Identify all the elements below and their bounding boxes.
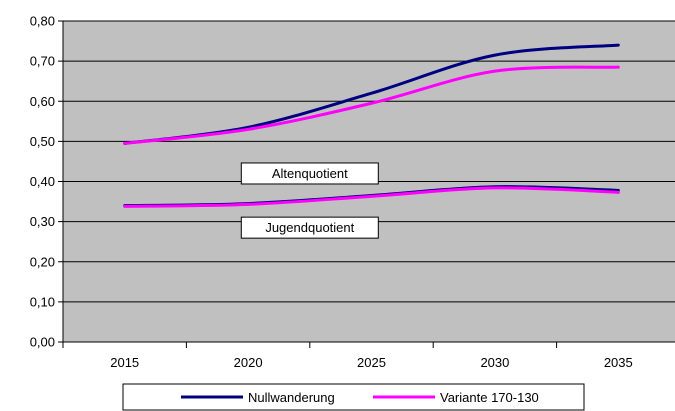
y-tick-label: 0,00	[30, 335, 55, 350]
series-line-jugendquotient-variante-170-130	[123, 186, 620, 208]
x-tick-label: 2015	[110, 355, 139, 370]
y-axis: 0,00 0,10 0,20 0,30 0,40 0,50 0,60 0,70 0,80	[30, 14, 64, 350]
y-tick-label: 0,70	[30, 54, 55, 69]
x-tick-label: 2035	[604, 355, 633, 370]
y-tick-label: 0,20	[30, 254, 55, 269]
y-tick-label: 0,30	[30, 214, 55, 229]
annotations: Altenquotient Jugendquotient	[240, 162, 379, 239]
y-tick-label: 0,10	[30, 294, 55, 309]
x-tick-label: 2030	[480, 355, 509, 370]
annotation-label: Jugendquotient	[265, 220, 354, 235]
annotation-label: Altenquotient	[272, 166, 348, 181]
annotation-box	[240, 162, 379, 185]
legend: Nullwanderung Variante 170-130	[122, 383, 585, 411]
y-tick-label: 0,40	[30, 174, 55, 189]
annotation-box	[240, 216, 379, 239]
x-tick-label: 2025	[357, 355, 386, 370]
y-tick-label: 0,50	[30, 134, 55, 149]
y-tick-label: 0,80	[30, 14, 55, 29]
x-tick-label: 2020	[234, 355, 263, 370]
legend-label: Variante 170-130	[440, 390, 539, 405]
series-line-altenquotient-variante-170-130	[123, 65, 620, 145]
x-axis: 2015 2020 2025 2030 2035	[62, 341, 675, 370]
legend-label: Nullwanderung	[248, 390, 335, 405]
series-layer	[123, 43, 620, 208]
y-tick-label: 0,60	[30, 94, 55, 109]
